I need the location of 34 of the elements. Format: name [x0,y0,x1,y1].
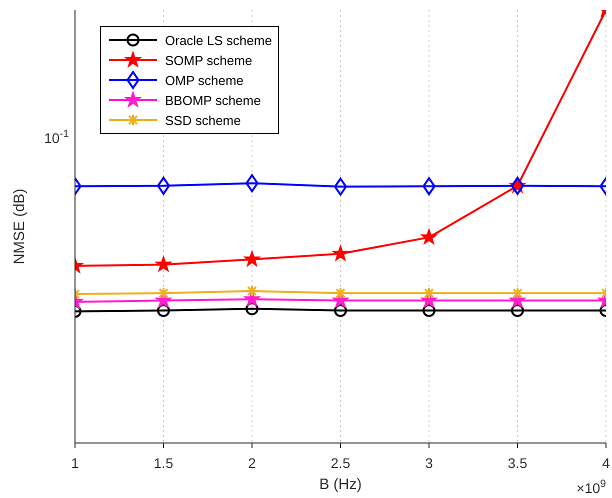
point [422,304,436,317]
point [246,174,258,192]
point [420,228,438,244]
point [157,304,170,317]
point [334,304,347,317]
x-axis-title: B (Hz) [319,476,362,493]
point [332,245,349,261]
x-tick-label: 2 [248,455,256,471]
y-axis-title: NMSE (dB) [11,188,28,264]
point [246,302,258,316]
text: 10$^{-1}$ [44,128,70,146]
legend-label: SOMP scheme [165,52,252,68]
point [422,177,436,196]
x-tick-label: 1 [71,455,80,471]
point [158,287,168,300]
point [155,256,172,272]
x-tick-label: 3 [425,455,434,471]
point [336,287,346,300]
point [157,176,170,195]
point [244,250,260,266]
point [247,285,257,298]
point [511,304,524,317]
x-tick-label: 4 [602,455,610,471]
legend-label: SSD scheme [165,112,241,128]
legend-label: OMP scheme [165,72,244,88]
legend-label: BBOMP scheme [165,92,261,108]
legend-label: Oracle LS scheme [165,32,272,48]
x-tick-label: 3.5 [508,455,528,471]
point [512,287,522,300]
x-tick-label: 2.5 [330,455,350,471]
point [334,178,347,196]
point [424,287,434,300]
text: ×10$^{9}$ [576,478,606,496]
x-tick-label: 1.5 [154,455,174,471]
